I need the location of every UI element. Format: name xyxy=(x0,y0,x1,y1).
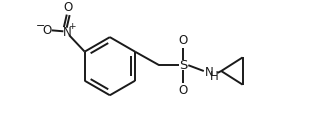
Text: +: + xyxy=(68,22,76,31)
Text: S: S xyxy=(179,59,188,72)
Text: O: O xyxy=(179,84,188,97)
Text: −: − xyxy=(35,21,45,31)
Text: N: N xyxy=(205,66,214,79)
Text: H: H xyxy=(210,70,219,83)
Text: O: O xyxy=(42,24,51,37)
Text: O: O xyxy=(179,34,188,46)
Text: O: O xyxy=(63,1,73,14)
Text: N: N xyxy=(63,26,71,39)
